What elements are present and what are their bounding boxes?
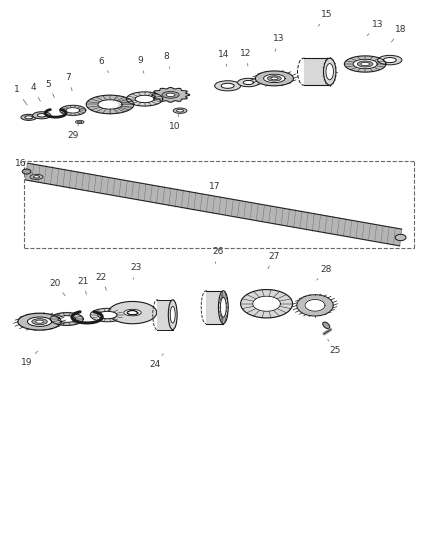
- Text: 28: 28: [317, 265, 332, 280]
- Ellipse shape: [78, 121, 82, 123]
- Polygon shape: [135, 95, 154, 103]
- Polygon shape: [18, 313, 61, 330]
- Polygon shape: [86, 95, 134, 114]
- Ellipse shape: [168, 300, 177, 329]
- Ellipse shape: [75, 120, 84, 124]
- Text: 7: 7: [66, 73, 72, 91]
- Ellipse shape: [219, 291, 228, 324]
- Polygon shape: [152, 87, 190, 102]
- Ellipse shape: [326, 63, 333, 80]
- Text: 22: 22: [96, 272, 107, 290]
- Text: 10: 10: [169, 114, 180, 131]
- Text: 18: 18: [392, 25, 406, 42]
- Polygon shape: [50, 312, 83, 326]
- Ellipse shape: [124, 309, 141, 316]
- Ellipse shape: [108, 302, 157, 324]
- Ellipse shape: [243, 80, 254, 85]
- Text: 6: 6: [99, 56, 109, 72]
- Text: 25: 25: [328, 340, 341, 355]
- Text: 13: 13: [273, 34, 284, 52]
- Polygon shape: [127, 92, 163, 106]
- Ellipse shape: [32, 112, 51, 119]
- Polygon shape: [98, 100, 122, 109]
- Ellipse shape: [177, 109, 184, 112]
- Polygon shape: [305, 300, 325, 311]
- Text: 12: 12: [240, 49, 251, 66]
- Polygon shape: [297, 295, 333, 316]
- Ellipse shape: [25, 116, 32, 119]
- Ellipse shape: [383, 58, 396, 62]
- Text: 8: 8: [163, 52, 170, 68]
- Text: 5: 5: [45, 79, 54, 98]
- Polygon shape: [25, 163, 402, 246]
- Ellipse shape: [30, 174, 43, 180]
- Ellipse shape: [268, 76, 281, 81]
- Polygon shape: [58, 316, 75, 322]
- Text: 19: 19: [21, 351, 38, 367]
- Ellipse shape: [221, 83, 234, 88]
- Ellipse shape: [37, 114, 46, 117]
- Polygon shape: [240, 289, 293, 318]
- Text: 16: 16: [15, 159, 35, 175]
- Text: 14: 14: [218, 50, 229, 66]
- Polygon shape: [304, 58, 330, 85]
- Polygon shape: [206, 291, 223, 324]
- Text: 23: 23: [130, 263, 141, 279]
- Ellipse shape: [166, 93, 175, 96]
- Text: 26: 26: [212, 247, 224, 263]
- Polygon shape: [264, 74, 285, 83]
- Ellipse shape: [90, 308, 125, 322]
- Ellipse shape: [357, 61, 373, 67]
- Text: 15: 15: [318, 10, 332, 26]
- Ellipse shape: [271, 77, 278, 80]
- Ellipse shape: [324, 58, 336, 85]
- Ellipse shape: [21, 114, 36, 120]
- Text: 1: 1: [14, 85, 27, 105]
- Ellipse shape: [395, 235, 406, 241]
- Text: 20: 20: [50, 279, 65, 296]
- Polygon shape: [255, 71, 293, 86]
- Polygon shape: [66, 108, 80, 113]
- Ellipse shape: [323, 322, 330, 329]
- Polygon shape: [253, 296, 280, 311]
- Ellipse shape: [215, 80, 240, 91]
- Ellipse shape: [173, 108, 187, 114]
- Polygon shape: [157, 300, 173, 329]
- Ellipse shape: [378, 55, 402, 65]
- Ellipse shape: [22, 169, 31, 174]
- Polygon shape: [344, 56, 386, 72]
- Text: 21: 21: [77, 277, 88, 294]
- Ellipse shape: [33, 176, 39, 178]
- Ellipse shape: [237, 78, 259, 87]
- Text: 9: 9: [138, 56, 144, 73]
- Text: 4: 4: [30, 83, 40, 101]
- Ellipse shape: [361, 62, 370, 66]
- Ellipse shape: [32, 319, 47, 325]
- Text: 24: 24: [149, 354, 163, 369]
- Text: 29: 29: [67, 124, 78, 140]
- Text: 27: 27: [268, 252, 280, 269]
- Polygon shape: [353, 59, 377, 69]
- Ellipse shape: [162, 92, 179, 98]
- Ellipse shape: [170, 306, 175, 323]
- Polygon shape: [60, 106, 86, 116]
- Text: 17: 17: [209, 182, 220, 197]
- Ellipse shape: [98, 311, 117, 319]
- Text: 13: 13: [367, 20, 384, 36]
- Polygon shape: [28, 317, 52, 326]
- Ellipse shape: [220, 297, 226, 317]
- Ellipse shape: [35, 320, 43, 323]
